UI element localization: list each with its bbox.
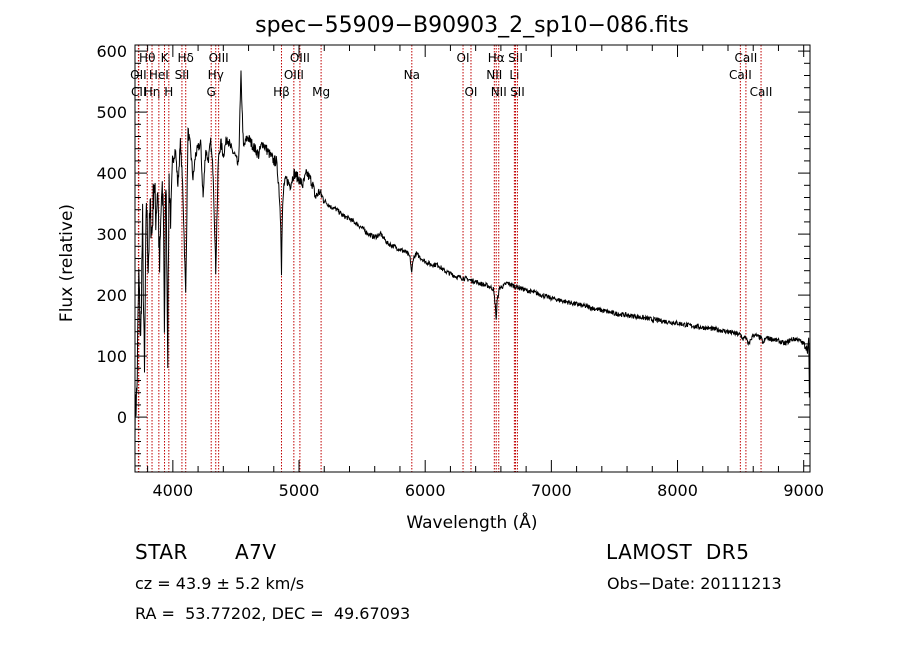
marker-label: Na — [404, 68, 420, 82]
x-tick-label: 4000 — [152, 481, 193, 500]
spectral-line-markers: CIIOIIHθHηHeIKHSIIHδGHγOIIIHβOIIIOIIIMgN… — [130, 45, 772, 472]
chart-title: spec−55909−B90903_2_sp10−086.fits — [255, 13, 689, 38]
marker-label: SII — [175, 68, 190, 82]
marker-label: OI — [464, 85, 477, 99]
marker-label: K — [161, 51, 170, 65]
marker-label: Mg — [312, 85, 330, 99]
plot-frame — [134, 44, 811, 473]
y-tick-label: 200 — [96, 286, 127, 305]
marker-label: Hα — [488, 51, 505, 65]
observation-date: Obs−Date: 20111213 — [607, 574, 782, 593]
y-tick-label: 100 — [96, 347, 127, 366]
marker-label: H — [164, 85, 173, 99]
axis-ticks: 4000 5000 6000 7000 8000 9000 0 100 200 300 400 500… — [96, 42, 824, 500]
marker-label: OI — [457, 51, 470, 65]
x-axis-label: Wavelength (Å) — [406, 511, 537, 533]
y-tick-label: 300 — [96, 225, 127, 244]
marker-label: OIII — [284, 68, 304, 82]
y-tick-label: 400 — [96, 164, 127, 183]
marker-label: NII — [486, 68, 502, 82]
marker-label: SII — [510, 85, 525, 99]
marker-label: OIII — [290, 51, 310, 65]
y-tick-label: 0 — [117, 408, 127, 427]
marker-label: NII — [491, 85, 507, 99]
marker-label: G — [207, 85, 216, 99]
marker-label: CaII — [729, 68, 752, 82]
x-tick-label: 8000 — [657, 481, 698, 500]
spectrum-line — [134, 70, 811, 439]
spectral-subclass: A7V — [235, 540, 277, 564]
marker-label: SII — [508, 51, 523, 65]
x-tick-label: 7000 — [531, 481, 572, 500]
marker-label: OIII — [209, 51, 229, 65]
x-tick-label: 9000 — [783, 481, 824, 500]
marker-label: CaII — [735, 51, 758, 65]
x-tick-label: 6000 — [405, 481, 446, 500]
marker-label: CaII — [750, 85, 773, 99]
marker-label: Hβ — [273, 85, 290, 99]
marker-label: Hθ — [139, 51, 155, 65]
marker-label: Hη — [144, 85, 161, 99]
object-class: STAR — [135, 540, 188, 564]
survey-name: LAMOST DR5 — [606, 540, 750, 564]
redshift-velocity: cz = 43.9 ± 5.2 km/s — [135, 574, 305, 593]
marker-label: HeI — [149, 68, 169, 82]
marker-label: Li — [509, 68, 519, 82]
marker-label: Hγ — [208, 68, 224, 82]
y-tick-label: 600 — [96, 42, 127, 61]
coordinates: RA = 53.77202, DEC = 49.67093 — [135, 604, 411, 623]
y-tick-label: 500 — [96, 103, 127, 122]
y-axis-label: Flux (relative) — [57, 204, 77, 322]
marker-label: Hδ — [178, 51, 194, 65]
x-tick-label: 5000 — [279, 481, 320, 500]
